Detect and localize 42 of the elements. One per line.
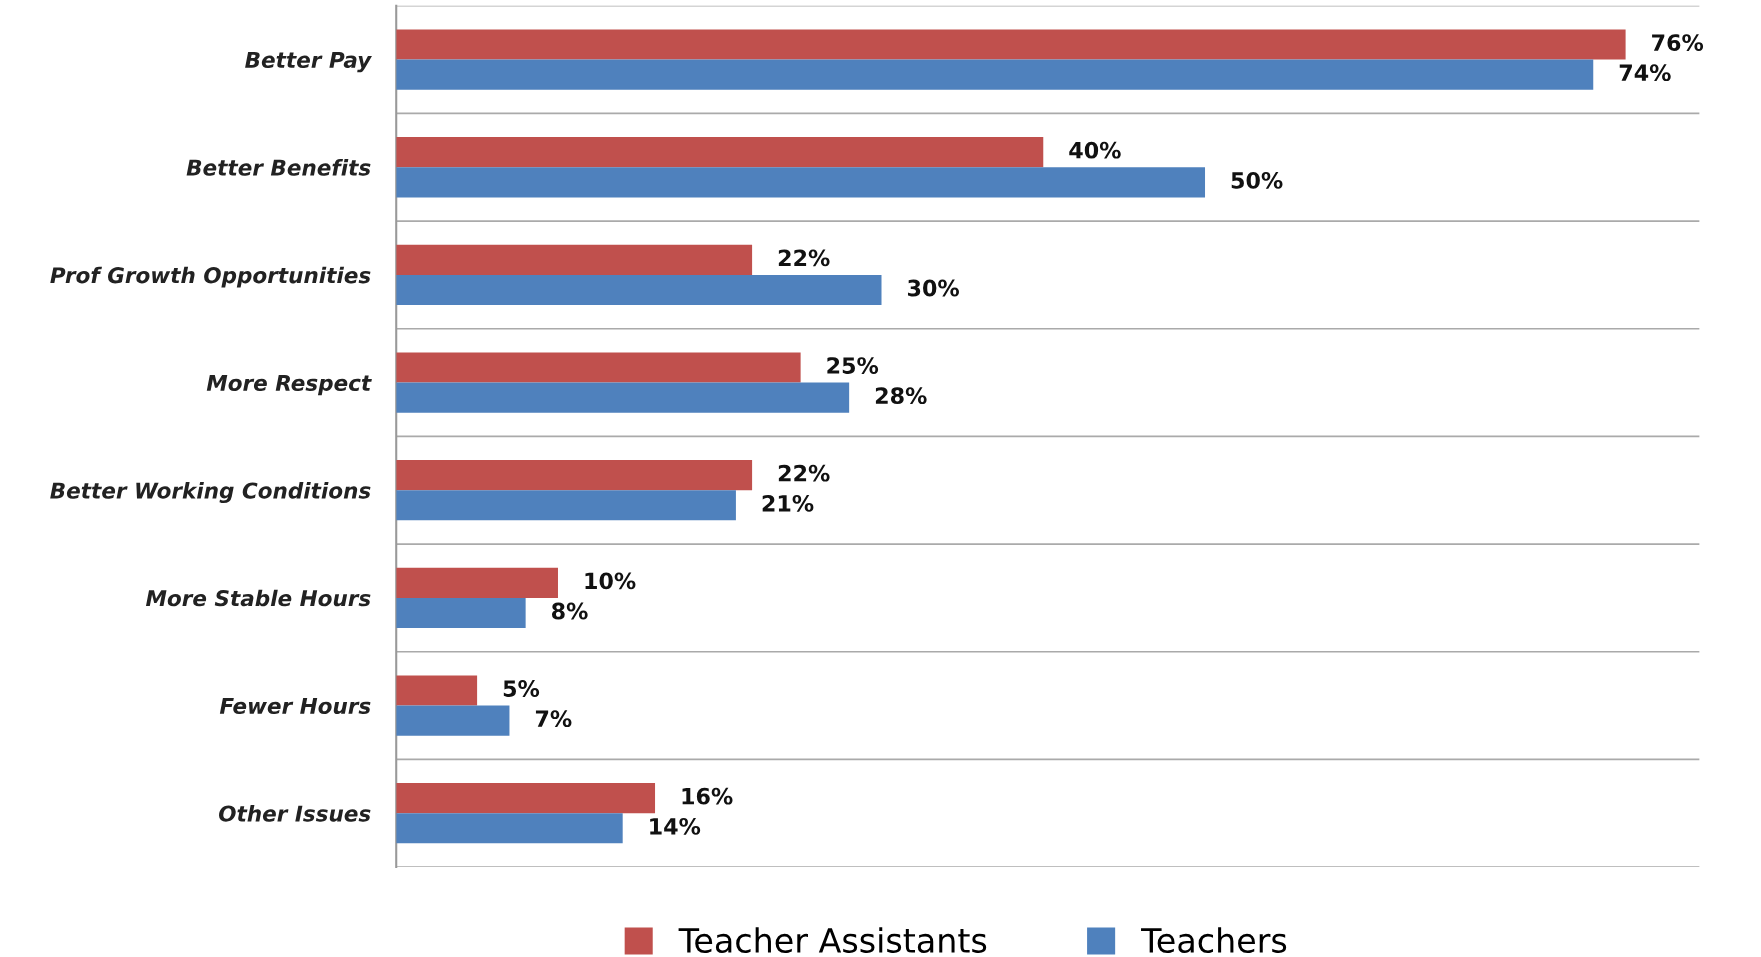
bar [396, 705, 510, 736]
bar [396, 382, 850, 413]
bar [396, 597, 526, 629]
data-label: 22% [778, 249, 830, 267]
y-tick-label: Prof Growth Opportunities [50, 266, 371, 288]
y-tick-label: More Stable Hours [145, 589, 371, 607]
bar [396, 460, 753, 491]
y-tick-label: Other Issues [219, 805, 371, 822]
data-label: 22% [778, 464, 830, 482]
bar [396, 783, 656, 814]
bar [396, 137, 1044, 168]
bar [396, 167, 1206, 198]
data-label: 40% [1069, 141, 1121, 159]
bar [396, 813, 623, 844]
data-label: 8% [551, 602, 588, 620]
data-label: 21% [762, 494, 814, 512]
y-tick-label: Fewer Hours [219, 698, 371, 715]
bar [396, 274, 882, 306]
y-tick-label: Better Pay [245, 51, 372, 73]
bar [396, 29, 1626, 60]
data-label: 14% [650, 817, 701, 835]
data-label: 76% [1652, 34, 1704, 51]
data-label: 50% [1231, 171, 1283, 189]
data-label: 25% [827, 357, 879, 374]
legend-label: Teacher Assistants [678, 927, 987, 953]
data-label: 5% [503, 680, 540, 697]
data-label: 10% [585, 572, 636, 590]
legend-label: Teachers [1141, 927, 1287, 953]
bar [396, 352, 801, 383]
data-label: 7% [535, 710, 572, 728]
data-label: 74% [1619, 64, 1671, 82]
y-tick-label: More Respect [206, 375, 372, 396]
data-label: 30% [907, 279, 959, 297]
bar [396, 59, 1594, 90]
bar [396, 244, 753, 275]
data-label: 16% [682, 787, 733, 805]
data-label: 28% [875, 387, 927, 405]
y-tick-label: Better Benefits [186, 159, 371, 176]
bar [396, 675, 478, 706]
y-tick-label: Better Working Conditions [50, 482, 371, 504]
bar [396, 567, 558, 598]
bar [396, 490, 736, 521]
